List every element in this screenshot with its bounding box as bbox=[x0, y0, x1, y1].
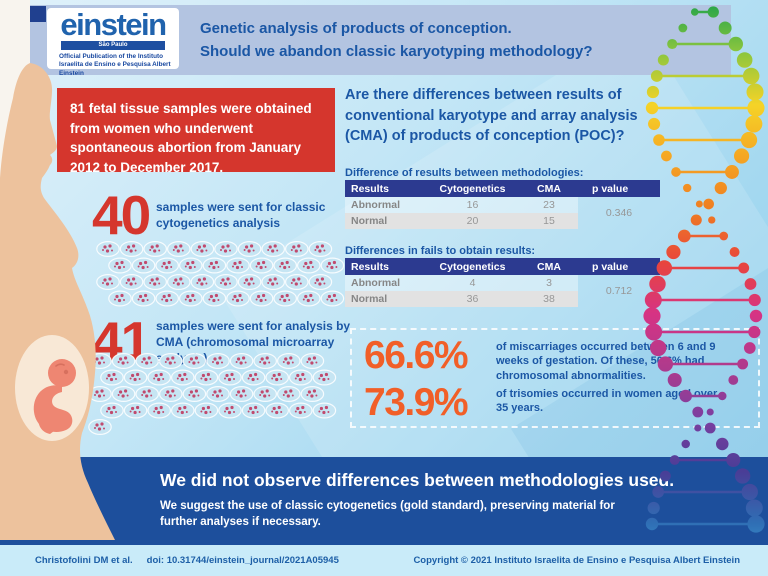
logo-wordmark: einstein bbox=[60, 7, 167, 42]
corner-accent-square bbox=[30, 6, 46, 22]
cytogenetics-sample-label: samples were sent for classic cytogeneti… bbox=[156, 200, 326, 231]
table2-header-results: Results bbox=[351, 260, 389, 273]
research-question: Are there differences between results of… bbox=[345, 87, 638, 145]
table2-header-pvalue: p value bbox=[592, 260, 629, 273]
table2-header-row: Results Cytogenetics CMA p value bbox=[345, 258, 660, 275]
table-row: Abnormal 4 3 bbox=[345, 275, 578, 291]
table2-header-cytogenetics: Cytogenetics bbox=[439, 260, 506, 273]
table-row: Normal 20 15 bbox=[345, 213, 578, 229]
page-title: Genetic analysis of products of concepti… bbox=[200, 17, 593, 64]
table2-p-value: 0.712 bbox=[605, 285, 633, 297]
table1-p-value: 0.346 bbox=[605, 207, 633, 219]
conclusion-band: We did not observe differences between m… bbox=[0, 457, 768, 545]
table1-header-cma: CMA bbox=[537, 182, 561, 195]
table2-abnormal-cytogenetics: 4 bbox=[469, 277, 476, 289]
footer-strip: Christofolini DM et al. doi: 10.31744/ei… bbox=[0, 545, 768, 576]
table-row: Normal 36 38 bbox=[345, 291, 578, 307]
study-summary-box: 81 fetal tissue samples were obtained fr… bbox=[57, 88, 335, 175]
conclusion-headline: We did not observe differences between m… bbox=[160, 470, 675, 490]
table2-header-cma: CMA bbox=[537, 260, 561, 273]
table2-normal-cma: 38 bbox=[543, 293, 555, 305]
fetus-graphic bbox=[33, 359, 76, 434]
conclusion-detail: We suggest the use of classic cytogeneti… bbox=[160, 500, 615, 529]
table1-normal-cytogenetics: 20 bbox=[466, 215, 479, 227]
page-title-line2: Should we abandon classic karyotyping me… bbox=[200, 43, 593, 61]
methodology-results-table: Results Cytogenetics CMA p value Abnorma… bbox=[345, 180, 660, 229]
table1-normal-label: Normal bbox=[351, 215, 388, 227]
footer-citation-group: Christofolini DM et al. doi: 10.31744/ei… bbox=[35, 555, 339, 566]
table1-title: Difference of results between methodolog… bbox=[345, 167, 584, 179]
table2-normal-cytogenetics: 36 bbox=[466, 293, 479, 305]
stat-description: of miscarriages occurred between 6 and 9… bbox=[496, 341, 716, 382]
logo-tagline: Official Publication of the Instituto Is… bbox=[59, 53, 171, 77]
einstein-logo: einstein São Paulo Official Publication … bbox=[47, 7, 179, 77]
table1-abnormal-cytogenetics: 16 bbox=[466, 199, 479, 211]
stat-value: 73.9% bbox=[364, 380, 469, 424]
page-title-line1: Genetic analysis of products of concepti… bbox=[200, 20, 512, 37]
pregnant-woman-graphic bbox=[0, 63, 115, 540]
stat-description: of trisomies occurred in women aged over… bbox=[496, 387, 718, 415]
table1-header-results: Results bbox=[351, 182, 389, 195]
table1-normal-cma: 15 bbox=[543, 215, 555, 227]
table2-normal-label: Normal bbox=[351, 293, 388, 305]
table1-abnormal-label: Abnormal bbox=[351, 199, 401, 211]
table1-header-pvalue: p value bbox=[592, 182, 629, 195]
stat-trisomies: 73.9% of trisomies occurred in women age… bbox=[364, 380, 746, 424]
table1-header-cytogenetics: Cytogenetics bbox=[439, 182, 506, 195]
footer-doi: doi: 10.31744/einstein_journal/2021A0594… bbox=[146, 555, 339, 566]
cytogenetics-cell-grid bbox=[96, 240, 345, 307]
table-row: Abnormal 16 23 bbox=[345, 197, 578, 213]
fails-results-table: Results Cytogenetics CMA p value Abnorma… bbox=[345, 258, 660, 307]
table2-abnormal-label: Abnormal bbox=[351, 277, 401, 289]
footer-copyright: Copyright © 2021 Instituto Israelita de … bbox=[413, 555, 740, 566]
cytogenetics-sample-count: 40 bbox=[92, 184, 151, 246]
table2-abnormal-cma: 3 bbox=[546, 277, 552, 289]
stat-miscarriages: 66.6% of miscarriages occurred between 6… bbox=[364, 334, 746, 383]
footer-citation: Christofolini DM et al. bbox=[35, 555, 133, 566]
table1-abnormal-cma: 23 bbox=[543, 199, 555, 211]
table2-title: Differences in fails to obtain results: bbox=[345, 245, 536, 257]
table1-header-row: Results Cytogenetics CMA p value bbox=[345, 180, 660, 197]
key-statistics-box: 66.6% of miscarriages occurred between 6… bbox=[350, 328, 760, 428]
logo-city-bar: São Paulo bbox=[61, 41, 165, 50]
cma-cell-grid bbox=[88, 352, 337, 435]
stat-value: 66.6% bbox=[364, 334, 469, 377]
